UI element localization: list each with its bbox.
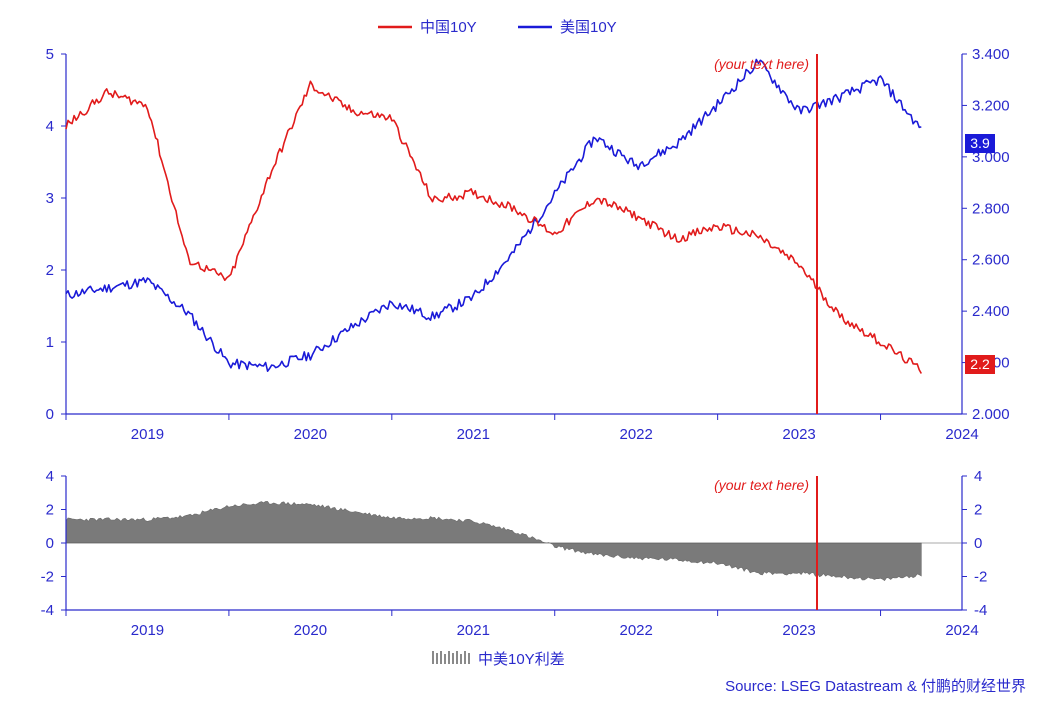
top-left-ticks: 0 1 2 3 4 5 xyxy=(46,46,66,423)
badge-cn-label: 2.2 xyxy=(970,356,990,372)
tick-label-right: -4 xyxy=(974,602,987,619)
tick-label-left: 4 xyxy=(46,468,54,485)
badge-us-label: 3.9 xyxy=(970,135,990,151)
spread-area xyxy=(65,501,922,582)
bottom-panel: 4 2 0 -2 -4 4 2 0 -2 -4 2019 2020 2021 2022 2023 2024… xyxy=(41,468,988,639)
tick-label-left: 0 xyxy=(46,406,54,423)
tick-label-x: 2020 xyxy=(294,426,327,443)
tick-label-left: -4 xyxy=(41,602,54,619)
tick-label-right: 2.800 xyxy=(972,200,1010,217)
source-note: Source: LSEG Datastream & 付鹏的财经世界 xyxy=(725,678,1026,695)
top-x-ticks: 2019 2020 2021 2022 2023 2024 xyxy=(65,414,979,443)
series-line-cn10y xyxy=(65,80,923,374)
legend-label-spread: 中美10Y利差 xyxy=(478,651,565,668)
annotation-top: (your text here) xyxy=(714,56,809,72)
tick-label-x: 2024 xyxy=(945,622,978,639)
tick-label-x: 2024 xyxy=(945,426,978,443)
bottom-x-ticks: 2019 2020 2021 2022 2023 2024 xyxy=(65,610,979,639)
tick-label-left: 1 xyxy=(46,334,54,351)
badge-cn-bg xyxy=(965,355,995,374)
tick-label-x: 2021 xyxy=(457,622,490,639)
series-line-us10y xyxy=(65,58,922,372)
tick-label-x: 2022 xyxy=(619,426,652,443)
legend-bottom: 中美10Y利差 xyxy=(432,651,565,668)
badge-us-bg xyxy=(965,134,995,153)
tick-label-x: 2022 xyxy=(619,622,652,639)
legend-label-china: 中国10Y xyxy=(420,19,477,36)
tick-label-x: 2023 xyxy=(782,622,815,639)
tick-label-right: -2 xyxy=(974,569,987,586)
tick-label-x: 2021 xyxy=(457,426,490,443)
tick-label-right: 4 xyxy=(974,468,982,485)
tick-label-left: 2 xyxy=(46,262,54,279)
tick-label-left: 3 xyxy=(46,190,54,207)
legend-swatch-spread xyxy=(432,651,470,664)
bottom-right-ticks: 4 2 0 -2 -4 xyxy=(962,468,987,619)
tick-label-right: 2.400 xyxy=(972,303,1010,320)
tick-label-right: 3.000 xyxy=(972,149,1010,166)
tick-label-x: 2019 xyxy=(131,426,164,443)
tick-label-left: 0 xyxy=(46,535,54,552)
tick-label-x: 2023 xyxy=(782,426,815,443)
badge-cn: 2.2 xyxy=(965,355,995,374)
tick-label-right: 2 xyxy=(974,502,982,519)
legend-label-us: 美国10Y xyxy=(560,19,617,36)
tick-label-x: 2020 xyxy=(294,622,327,639)
tick-label-left: 5 xyxy=(46,46,54,63)
tick-label-x: 2019 xyxy=(131,622,164,639)
tick-label-left: 4 xyxy=(46,118,54,135)
tick-label-left: 2 xyxy=(46,502,54,519)
tick-label-right: 2.600 xyxy=(972,252,1010,269)
tick-label-right: 0 xyxy=(974,535,982,552)
tick-label-right: 3.400 xyxy=(972,46,1010,63)
badge-us: 3.9 xyxy=(965,134,995,153)
tick-label-right: 3.200 xyxy=(972,97,1010,114)
annotation-bottom: (your text here) xyxy=(714,477,809,493)
tick-label-left: -2 xyxy=(41,569,54,586)
legend-top: 中国10Y 美国10Y xyxy=(378,19,617,36)
bottom-left-ticks: 4 2 0 -2 -4 xyxy=(41,468,66,619)
tick-label-right: 2.000 xyxy=(972,406,1010,423)
